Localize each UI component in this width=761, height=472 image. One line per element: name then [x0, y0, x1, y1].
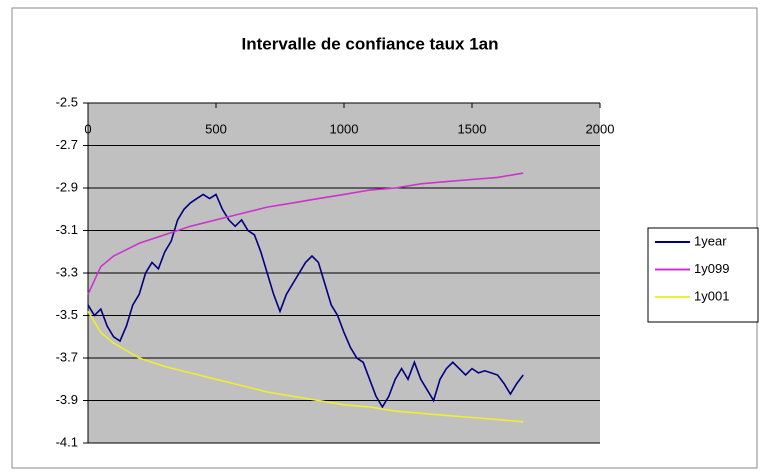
- x-tick-label: 1500: [458, 121, 487, 136]
- y-tick-label: -3.7: [56, 349, 78, 364]
- legend-label: 1y001: [694, 288, 729, 303]
- y-tick-label: -2.5: [56, 94, 78, 109]
- legend-label: 1year: [694, 233, 727, 248]
- chart-title: Intervalle de confiance taux 1an: [242, 34, 499, 53]
- x-tick-label: 1000: [330, 121, 359, 136]
- y-tick-label: -2.7: [56, 137, 78, 152]
- y-tick-label: -3.3: [56, 264, 78, 279]
- x-tick-label: 0: [84, 121, 91, 136]
- series-line: [87, 172, 524, 295]
- legend-label: 1y099: [694, 261, 729, 276]
- y-tick-label: -3.1: [56, 222, 78, 237]
- y-tick-label: -2.9: [56, 179, 78, 194]
- y-tick-label: -3.9: [56, 392, 78, 407]
- y-tick-label: -4.1: [56, 434, 78, 449]
- y-tick-label: -3.5: [56, 307, 78, 322]
- x-tick-label: 2000: [586, 121, 615, 136]
- legend: [647, 227, 759, 323]
- series-line: [87, 193, 524, 409]
- series-line: [87, 310, 524, 423]
- x-tick-label: 500: [205, 121, 227, 136]
